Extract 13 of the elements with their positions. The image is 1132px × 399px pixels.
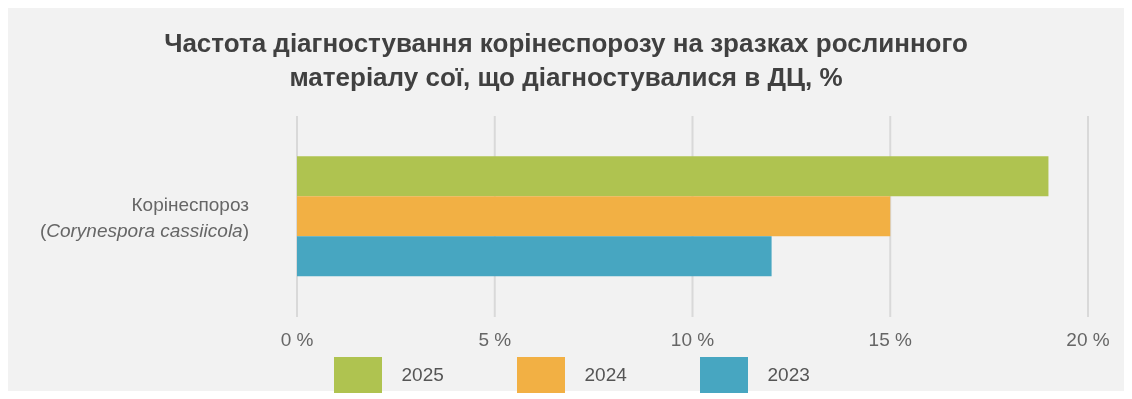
category-label: Корінеспороз (Corynespora cassiicola) [39,193,249,241]
x-tick-label: 10 % [670,329,715,351]
bar [297,236,772,277]
bar [297,156,1049,197]
chart-title: Частота діагностування корінеспорозу на зразках рослинного матеріалу сої, що діагностувалися в ДЦ, % [163,27,969,94]
x-tick-label: 5 % [478,329,512,351]
x-tick-label: 20 % [1066,329,1110,351]
x-tick-label: 15 % [868,329,913,351]
bar [297,196,891,237]
legend-label: 2024 [584,364,627,386]
legend-label: 2023 [767,364,810,386]
x-tick-label: 0 % [280,329,314,351]
legend-label: 2025 [401,364,444,386]
